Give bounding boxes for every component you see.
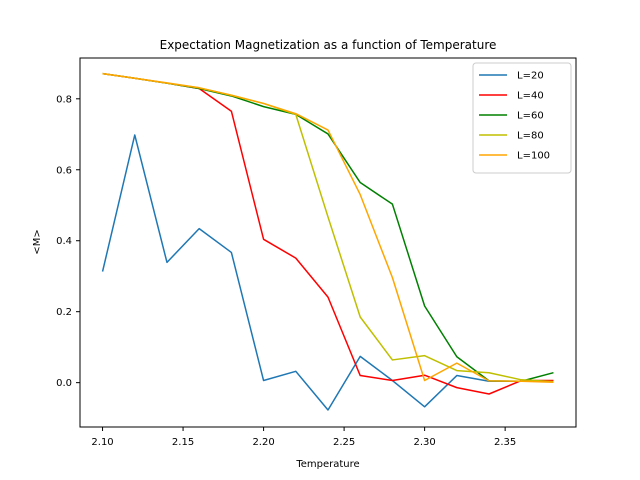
- y-tick-label: 0.2: [56, 307, 72, 318]
- legend-label: L=20: [517, 71, 544, 82]
- legend-label: L=60: [517, 111, 544, 122]
- y-axis: 0.0 0.2 0.4 0.6 0.8: [56, 94, 80, 389]
- legend-item: L=20: [479, 71, 544, 82]
- x-tick-label: 2.25: [333, 437, 355, 448]
- x-tick-label: 2.10: [91, 437, 113, 448]
- x-tick-label: 2.30: [413, 437, 435, 448]
- legend-label: L=40: [517, 91, 544, 102]
- legend-item: L=100: [479, 151, 550, 162]
- legend-box: [472, 62, 572, 174]
- series-line-l-20: [101, 134, 554, 411]
- x-axis-label: Temperature: [295, 459, 359, 470]
- legend-item: L=40: [479, 91, 544, 102]
- x-tick-label: 2.15: [172, 437, 194, 448]
- legend-item: L=80: [479, 131, 544, 142]
- legend-item: L=60: [479, 111, 544, 122]
- y-axis-label: <M>: [32, 229, 43, 254]
- x-axis: 2.10 2.15 2.20 2.25 2.30 2.35: [91, 427, 516, 448]
- x-tick-label: 2.35: [494, 437, 516, 448]
- chart-title: Expectation Magnetization as a function …: [160, 38, 497, 52]
- legend-label: L=80: [517, 131, 544, 142]
- y-tick-label: 0.8: [56, 94, 72, 105]
- x-tick-label: 2.20: [252, 437, 274, 448]
- y-tick-label: 0.4: [56, 236, 72, 247]
- legend: L=20 L=40 L=60 L=80 L=100: [472, 62, 572, 174]
- y-tick-label: 0.0: [56, 378, 72, 389]
- y-tick-label: 0.6: [56, 165, 72, 176]
- legend-label: L=100: [517, 151, 550, 162]
- plot-frame: [79, 57, 577, 428]
- series-layer: [101, 72, 554, 411]
- series-line-l-100: [102, 72, 554, 384]
